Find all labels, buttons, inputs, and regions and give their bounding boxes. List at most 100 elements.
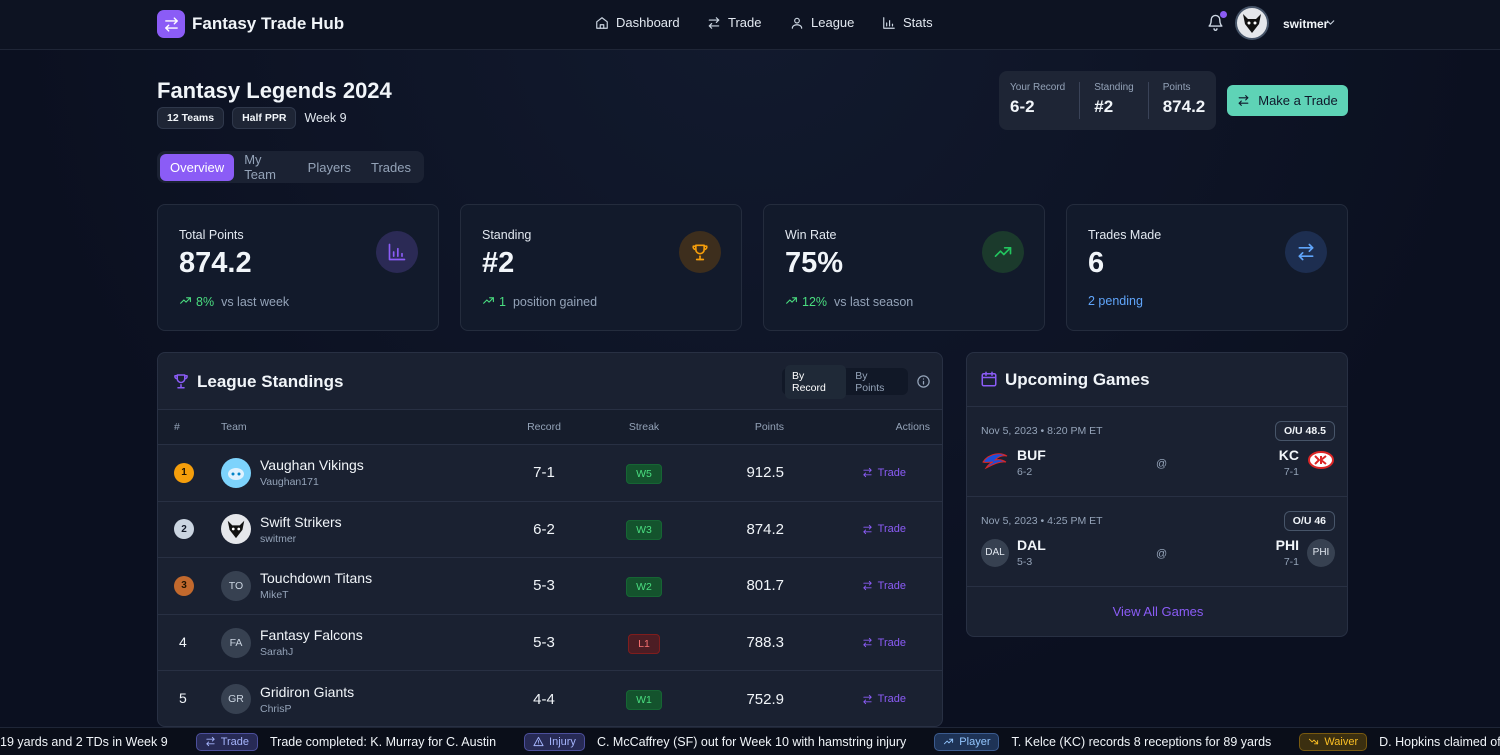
stat-icon — [679, 231, 721, 273]
team-cell: TO Touchdown Titans MikeT — [221, 570, 494, 601]
trend-icon — [482, 294, 495, 310]
trade-action[interactable]: Trade — [784, 523, 930, 535]
icon-part — [692, 245, 697, 251]
icon-part — [228, 467, 244, 480]
trade-action[interactable]: Trade — [784, 693, 930, 705]
team-name: Gridiron Giants — [260, 683, 355, 700]
icon-part — [917, 375, 930, 388]
sort-option[interactable]: By Record — [785, 364, 847, 399]
team-record: 6-2 — [1017, 466, 1033, 478]
streak-cell: W5 — [594, 463, 694, 484]
ticker-tag: Trade — [195, 732, 259, 751]
icon-part — [944, 738, 954, 745]
team-cell: Vaughan Vikings Vaughan171 — [221, 457, 494, 488]
games-icon — [980, 370, 998, 393]
rank: 4 — [179, 633, 187, 650]
team-abbr: DAL — [1017, 537, 1046, 553]
ticker-item: Injury C. McCaffrey (SF) out for Week 10 … — [524, 732, 906, 751]
stat-icon — [376, 231, 418, 273]
user-avatar[interactable] — [1235, 6, 1269, 40]
league-badge: Half PPR — [232, 107, 297, 129]
points: 752.9 — [746, 690, 784, 708]
icon-part — [949, 738, 954, 743]
nav-link[interactable]: Dashboard — [595, 15, 680, 30]
team-away: BUF 6-2 — [981, 447, 1046, 478]
column-header: Record — [527, 421, 561, 433]
nav-link-text: League — [811, 15, 855, 30]
stat-value: 6 — [1088, 247, 1105, 279]
icon — [483, 297, 494, 304]
ticker-tag: Waiver — [1299, 732, 1368, 751]
icon — [981, 371, 997, 387]
stat-card: Total Points 874.2 8% vs last week — [157, 204, 439, 331]
tab[interactable]: Trades — [371, 159, 411, 175]
trade-action[interactable]: Trade — [784, 580, 930, 592]
rank-cell: 2 — [174, 519, 221, 540]
icon-part — [489, 297, 494, 303]
view-all-games[interactable]: View All Games — [967, 586, 1347, 636]
notification-dot — [1220, 11, 1227, 18]
tab[interactable]: My Team — [244, 152, 276, 182]
game-time: Nov 5, 2023 • 4:25 PM ET — [981, 515, 1103, 527]
rank-cell: 1 — [174, 462, 221, 483]
nav-link[interactable]: Stats — [882, 15, 933, 30]
nav-link[interactable]: Trade — [707, 15, 761, 30]
standings-row: 5 GR Gridiron Giants ChrisP 4-4 W1 752.9 Trade — [158, 671, 942, 726]
summary-value: 6-2 — [1010, 97, 1035, 116]
ticker-text: T. Kelce (KC) records 8 receptions for 8… — [1011, 734, 1272, 749]
team-owner: MikeT — [260, 589, 289, 602]
icon-part — [792, 297, 797, 303]
team-badge: DAL — [981, 538, 1009, 567]
icon-part — [1309, 738, 1319, 745]
stat-change: 2 pending — [1088, 294, 1143, 308]
ticker-tag-label: Waiver — [1324, 735, 1359, 748]
ticker-item: Player T. Kelce (KC) records 8 receptions… — [934, 732, 1272, 751]
team-info: Touchdown Titans MikeT — [260, 570, 372, 601]
tab[interactable]: Overview — [160, 153, 235, 181]
league-week: Week 9 — [304, 111, 347, 125]
notifications[interactable] — [1207, 14, 1224, 36]
icon-part — [388, 243, 406, 261]
icon — [596, 16, 608, 29]
icon-part — [981, 371, 997, 379]
icon-part — [1326, 20, 1335, 25]
team-avatar — [221, 514, 251, 545]
tab[interactable]: Players — [307, 159, 352, 175]
streak-badge: W1 — [626, 690, 662, 711]
icon — [944, 738, 954, 745]
record: 4-4 — [533, 690, 555, 708]
stat-label: Win Rate — [785, 228, 837, 242]
stat-change-value: 12% — [802, 295, 828, 309]
team-abbr: PHI — [1275, 537, 1299, 553]
icon — [388, 243, 406, 261]
nav-link[interactable]: League — [790, 15, 854, 30]
team-avatar: FA — [221, 627, 251, 658]
icon — [708, 16, 720, 29]
trade-action[interactable]: Trade — [784, 637, 930, 649]
rank-cell: 5 — [174, 690, 221, 708]
make-trade-button[interactable]: Make a Trade — [1227, 85, 1348, 116]
trade-action[interactable]: Trade — [784, 467, 930, 479]
trend-icon — [179, 294, 192, 310]
sort-option[interactable]: By Points — [855, 369, 885, 394]
nav-link-text: Stats — [903, 15, 933, 30]
stat-icon — [1285, 231, 1327, 273]
nav-link-text: Trade — [728, 15, 762, 30]
streak-badge: W3 — [626, 520, 662, 541]
team-avatar: TO — [221, 570, 251, 601]
ticker-item: Waiver D. Hopkins claimed off waivers — [1299, 732, 1500, 751]
stat-note: 2 pending — [1088, 294, 1143, 308]
icon — [174, 374, 188, 389]
summary-item: Standing #2 — [1080, 82, 1149, 119]
avatar-art — [227, 521, 245, 539]
stat-change: 1 position gained — [482, 294, 597, 310]
summary-label: Standing — [1094, 82, 1134, 93]
standings-row: 1 Vaughan Vikings Vaughan171 7-1 W5 912.5 Trad… — [158, 445, 942, 502]
trade-action-label: Trade — [877, 466, 906, 479]
info-icon[interactable] — [916, 374, 931, 394]
icon-part — [1247, 21, 1251, 25]
icon-part — [1208, 14, 1223, 27]
user-name[interactable]: switmer — [1283, 17, 1329, 31]
user-menu[interactable] — [1324, 16, 1337, 34]
icon-part — [703, 245, 708, 251]
